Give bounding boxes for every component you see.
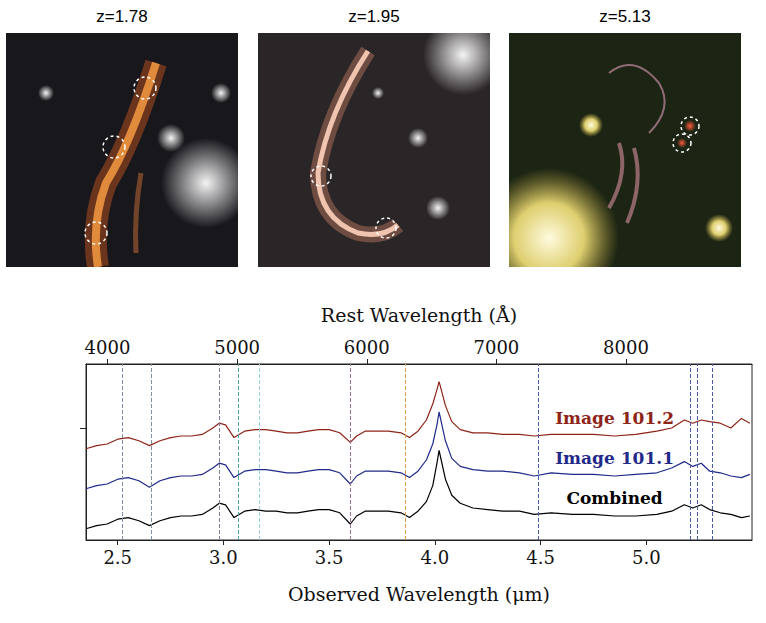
svg-text:3.0: 3.0 (209, 547, 238, 568)
svg-text:Rest Wavelength (Å): Rest Wavelength (Å) (321, 304, 517, 326)
svg-text:5000: 5000 (214, 337, 260, 358)
svg-text:7000: 7000 (473, 337, 519, 358)
svg-text:Image 101.2: Image 101.2 (555, 408, 674, 428)
svg-text:5.0: 5.0 (632, 547, 661, 568)
svg-text:z=5.13: z=5.13 (599, 7, 651, 26)
svg-text:4000: 4000 (85, 337, 131, 358)
svg-text:8000: 8000 (603, 337, 649, 358)
svg-text:2.5: 2.5 (103, 547, 132, 568)
svg-text:Observed Wavelength (μm): Observed Wavelength (μm) (288, 583, 550, 605)
svg-text:z=1.95: z=1.95 (348, 7, 400, 26)
svg-text:4.5: 4.5 (526, 547, 555, 568)
svg-text:3.5: 3.5 (315, 547, 344, 568)
svg-text:4.0: 4.0 (421, 547, 450, 568)
svg-text:z=1.78: z=1.78 (96, 7, 148, 26)
svg-text:6000: 6000 (344, 337, 390, 358)
svg-text:Image 101.1: Image 101.1 (555, 448, 674, 468)
svg-text:Combined: Combined (566, 488, 662, 508)
